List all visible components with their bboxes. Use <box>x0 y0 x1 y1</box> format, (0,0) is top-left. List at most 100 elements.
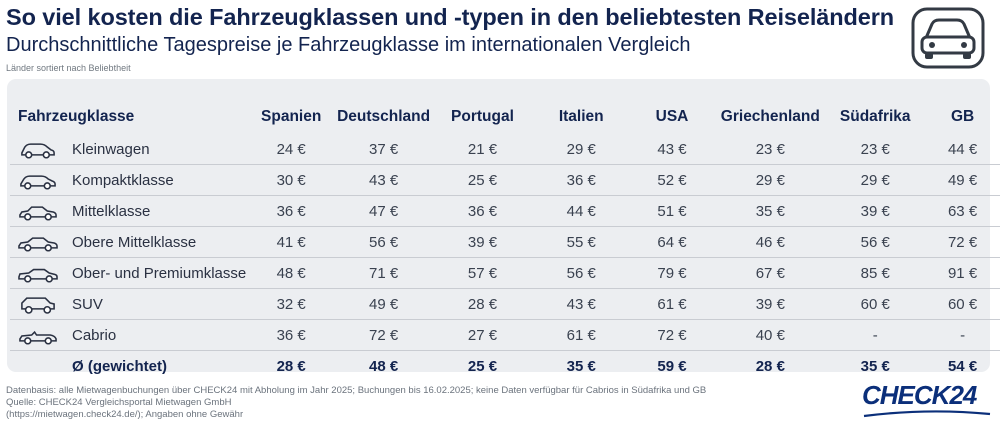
footer-source: Quelle: CHECK24 Vergleichsportal Mietwag… <box>6 397 232 408</box>
row-label-cell: Obere Mittelklasse <box>10 226 247 258</box>
car-front-icon <box>911 7 985 69</box>
row-label: Ober- und Premiumklasse <box>72 264 247 282</box>
price-cell-deutschland: 37 € <box>336 134 432 165</box>
small-car-icon <box>21 143 55 159</box>
average-cell-portugal: 25 € <box>467 358 498 375</box>
compact-car-icon <box>20 175 56 190</box>
price-cell-griechenland: 23 € <box>715 134 826 165</box>
price-cell-gb: 63 € <box>925 195 1000 227</box>
price-cell-portugal: 39 € <box>431 226 534 258</box>
row-label-cell: Cabrio <box>10 319 247 351</box>
average-cell-spanien: 28 € <box>276 358 306 375</box>
cabrio-icon <box>19 330 57 345</box>
price-cell-spanien: 30 € <box>246 164 337 196</box>
average-row: Ø (gewichtet) 28 € 48 € 25 € 35 € 59 € 28 € 35 … <box>10 351 1000 383</box>
price-cell-gb: 60 € <box>925 288 1000 320</box>
table-row: Mittelklasse 36 €47 €36 €44 €51 €35 €39 €… <box>10 195 1000 227</box>
price-cell-gb: - <box>925 319 1000 351</box>
price-cell-deutschland: 72 € <box>336 319 432 351</box>
price-cell-spanien: 48 € <box>246 257 337 289</box>
price-cell-deutschland: 47 € <box>336 195 432 227</box>
price-cell-suedafrika: 85 € <box>825 257 926 289</box>
table-row: Ober- und Premiumklasse 48 €71 €57 €56 €7… <box>10 257 1000 289</box>
check24-logo: CHECK24 <box>862 380 991 418</box>
price-cell-italien: 36 € <box>533 164 629 196</box>
price-cell-italien: 29 € <box>533 134 629 165</box>
row-label: Kleinwagen <box>72 140 150 158</box>
page-subtitle: Durchschnittliche Tagespreise je Fahrzeu… <box>6 34 691 56</box>
price-cell-usa: 43 € <box>628 134 716 165</box>
price-cell-spanien: 41 € <box>246 226 337 258</box>
price-table: Fahrzeugklasse Spanien Deutschland Portu… <box>10 100 1000 382</box>
suv-icon <box>21 297 55 314</box>
price-cell-griechenland: 35 € <box>715 195 826 227</box>
price-cell-portugal: 36 € <box>431 195 534 227</box>
price-cell-suedafrika: - <box>825 319 926 351</box>
price-cell-griechenland: 46 € <box>715 226 826 258</box>
price-cell-spanien: 32 € <box>246 288 337 320</box>
price-cell-portugal: 21 € <box>431 134 534 165</box>
average-label: Ø (gewichtet) <box>72 358 168 375</box>
price-cell-usa: 51 € <box>628 195 716 227</box>
price-cell-gb: 72 € <box>925 226 1000 258</box>
table-row: Obere Mittelklasse 41 €56 €39 €55 €64 €46… <box>10 226 1000 258</box>
price-cell-italien: 44 € <box>533 195 629 227</box>
average-cell-italien: 35 € <box>566 358 596 375</box>
price-cell-portugal: 28 € <box>431 288 534 320</box>
table-row: Kleinwagen 24 €37 €21 €29 €43 €23 €23 €44… <box>10 134 1000 165</box>
price-cell-griechenland: 39 € <box>715 288 826 320</box>
footer-source-url: (https://mietwagen.check24.de/); Angaben… <box>6 409 244 420</box>
price-cell-gb: 49 € <box>925 164 1000 196</box>
row-label-cell: Ober- und Premiumklasse <box>10 257 247 289</box>
price-cell-griechenland: 67 € <box>715 257 826 289</box>
row-label: SUV <box>72 295 103 313</box>
price-cell-italien: 56 € <box>533 257 629 289</box>
average-cell-usa: 59 € <box>657 358 687 375</box>
price-cell-gb: 44 € <box>925 134 1000 165</box>
row-label: Cabrio <box>72 326 117 344</box>
price-cell-spanien: 36 € <box>246 195 337 227</box>
sort-note: Länder sortiert nach Beliebtheit <box>6 63 131 73</box>
col-header-suedafrika: Südafrika <box>839 108 911 125</box>
price-cell-suedafrika: 60 € <box>825 288 926 320</box>
price-cell-deutschland: 71 € <box>336 257 432 289</box>
price-cell-deutschland: 43 € <box>336 164 432 196</box>
price-cell-suedafrika: 56 € <box>825 226 926 258</box>
sedan-car-icon <box>19 206 57 221</box>
row-label: Kompaktklasse <box>72 171 174 189</box>
price-cell-usa: 61 € <box>628 288 716 320</box>
price-cell-spanien: 36 € <box>246 319 337 351</box>
price-cell-usa: 79 € <box>628 257 716 289</box>
premium-car-icon <box>18 268 58 283</box>
table-row: SUV 32 €49 €28 €43 €61 €39 €60 €60 € <box>10 288 1000 320</box>
col-header-deutschland: Deutschland <box>337 108 431 125</box>
logo-text: CHECK24 <box>862 380 977 410</box>
price-cell-portugal: 57 € <box>431 257 534 289</box>
price-cell-suedafrika: 23 € <box>825 134 926 165</box>
row-label: Obere Mittelklasse <box>72 233 197 251</box>
price-cell-usa: 64 € <box>628 226 716 258</box>
page-title: So viel kosten die Fahrzeugklassen und -… <box>6 4 895 30</box>
col-header-portugal: Portugal <box>451 108 514 125</box>
col-header-usa: USA <box>655 108 689 125</box>
price-cell-griechenland: 40 € <box>715 319 826 351</box>
average-cell-griechenland: 28 € <box>755 358 785 375</box>
price-cell-italien: 61 € <box>533 319 629 351</box>
row-label-cell: Kleinwagen <box>10 134 247 165</box>
average-cell-suedafrika: 35 € <box>860 358 890 375</box>
price-cell-usa: 72 € <box>628 319 716 351</box>
col-header-spanien: Spanien <box>261 108 322 125</box>
price-cell-italien: 43 € <box>533 288 629 320</box>
price-cell-spanien: 24 € <box>246 134 337 165</box>
col-header-italien: Italien <box>558 108 604 125</box>
price-cell-portugal: 27 € <box>431 319 534 351</box>
row-label: Mittelklasse <box>72 202 151 220</box>
average-cell-gb: 54 € <box>947 358 978 375</box>
row-label-cell: SUV <box>10 288 247 320</box>
footer-notes: Datenbasis: alle Mietwagenbuchungen über… <box>6 385 706 421</box>
price-cell-italien: 55 € <box>533 226 629 258</box>
row-label-cell: Kompaktklasse <box>10 164 247 196</box>
price-cell-deutschland: 56 € <box>336 226 432 258</box>
table-header-row: Fahrzeugklasse Spanien Deutschland Portu… <box>10 100 1000 134</box>
col-header-griechenland: Griechenland <box>720 108 820 125</box>
